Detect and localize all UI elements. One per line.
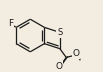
Text: S: S — [57, 28, 63, 37]
Text: O: O — [73, 49, 80, 58]
Text: O: O — [55, 62, 62, 71]
Text: F: F — [8, 19, 13, 28]
